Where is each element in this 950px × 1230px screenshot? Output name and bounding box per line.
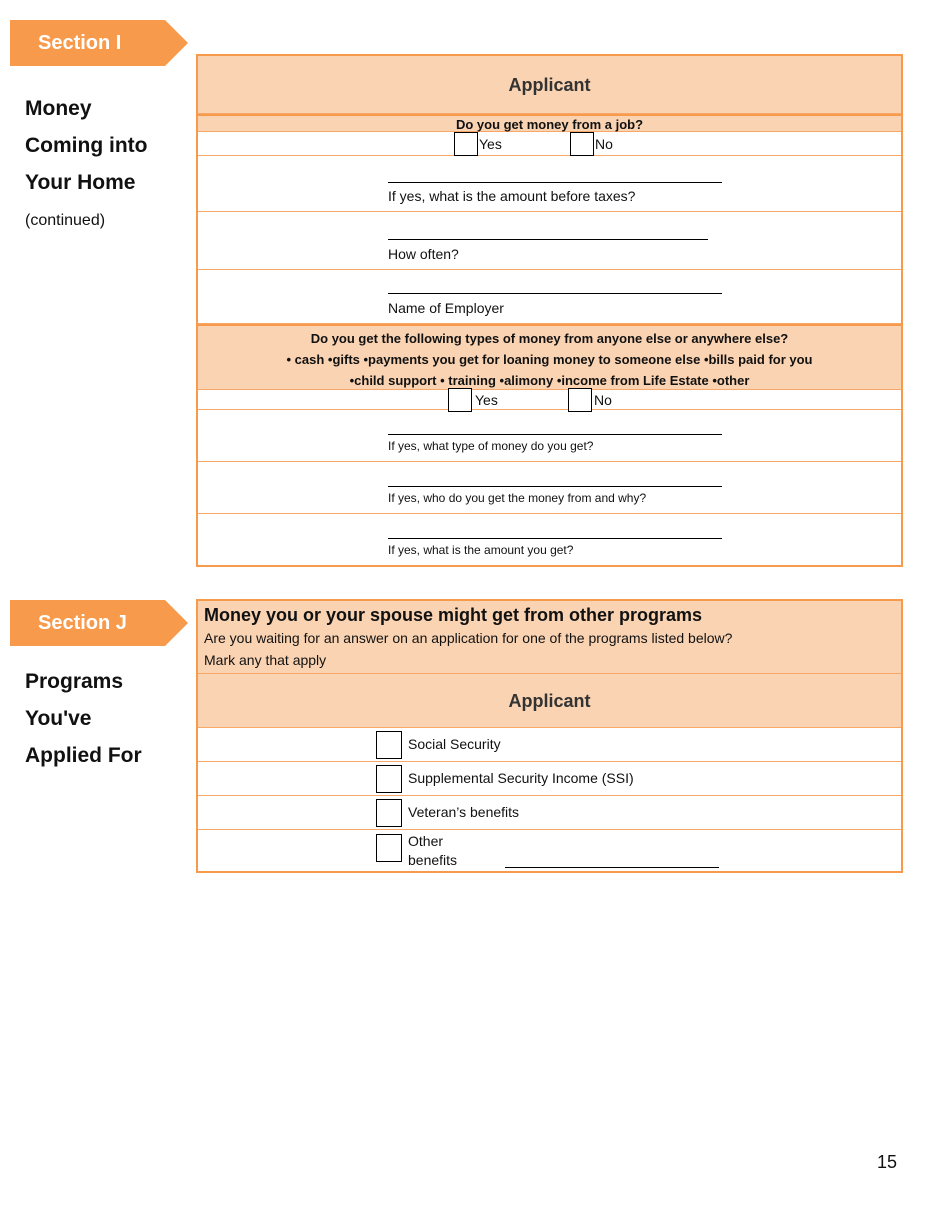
field-label: If yes, who do you get the money from an… — [388, 491, 647, 505]
job-yes-checkbox[interactable] — [454, 132, 478, 156]
job-no-checkbox[interactable] — [570, 132, 594, 156]
job-yes-no-row: Yes No — [198, 132, 901, 156]
checkbox[interactable] — [376, 834, 402, 862]
label-line: Other — [408, 833, 444, 849]
programs-heading: Money you or your spouse might get from … — [204, 605, 703, 625]
continued-note: (continued) — [25, 212, 106, 229]
other-benefits-input[interactable] — [505, 867, 719, 868]
option-other[interactable]: Other benefits — [198, 830, 901, 873]
other-no-checkbox[interactable] — [568, 388, 592, 412]
field-label: Name of Employer — [388, 300, 504, 316]
question-line: •child support • training •alimony •inco… — [349, 373, 750, 388]
other-yes-checkbox[interactable] — [448, 388, 472, 412]
option-ssi[interactable]: Supplemental Security Income (SSI) — [198, 762, 901, 796]
job-question: Do you get money from a job? — [198, 114, 901, 132]
field-label: If yes, what is the amount before taxes? — [388, 188, 636, 204]
other-money-question: Do you get the following types of money … — [198, 324, 901, 390]
checkbox[interactable] — [376, 799, 402, 827]
option-label: Social Security — [408, 736, 501, 752]
label-line: benefits — [408, 852, 458, 868]
money-source-field[interactable]: If yes, who do you get the money from an… — [198, 462, 901, 514]
title-line: Your Home — [25, 171, 136, 194]
yes-label: Yes — [475, 392, 498, 408]
title-line: You've — [25, 707, 92, 730]
amount-field[interactable]: If yes, what is the amount before taxes? — [198, 156, 901, 212]
question-line: Do you get the following types of money … — [310, 331, 789, 346]
other-yes-no-row: Yes No — [198, 388, 901, 412]
programs-header: Money you or your spouse might get from … — [198, 601, 901, 674]
section-j-table: Money you or your spouse might get from … — [196, 599, 903, 873]
field-label: If yes, what type of money do you get? — [388, 439, 594, 453]
no-label: No — [595, 136, 613, 152]
option-label: Supplemental Security Income (SSI) — [408, 770, 634, 786]
field-label: How often? — [388, 246, 459, 262]
question-line: • cash •gifts •payments you get for loan… — [286, 352, 813, 367]
title-line: Money — [25, 97, 92, 120]
option-social-security[interactable]: Social Security — [198, 728, 901, 762]
section-i-table: Applicant Do you get money from a job? Y… — [196, 54, 903, 567]
employer-field[interactable]: Name of Employer — [198, 270, 901, 324]
section-j-title: Programs You've Applied For — [25, 663, 142, 774]
applicant-header: Applicant — [198, 56, 901, 114]
yes-label: Yes — [479, 136, 502, 152]
checkbox[interactable] — [376, 765, 402, 793]
section-j-tab: Section J — [10, 600, 188, 646]
title-line: Coming into — [25, 134, 148, 157]
applicant-header: Applicant — [198, 674, 901, 728]
option-label: Other benefits — [408, 832, 457, 870]
money-type-field[interactable]: If yes, what type of money do you get? — [198, 410, 901, 462]
option-label: Veteran’s benefits — [408, 804, 520, 820]
field-label: If yes, what is the amount you get? — [388, 543, 574, 557]
no-label: No — [594, 392, 612, 408]
title-line: Applied For — [25, 744, 142, 767]
option-veterans[interactable]: Veteran’s benefits — [198, 796, 901, 830]
title-line: Programs — [25, 670, 124, 693]
page-number: 15 — [877, 1152, 898, 1172]
programs-question: Are you waiting for an answer on an appl… — [204, 630, 733, 646]
section-i-title: Money Coming into Your Home — [25, 90, 147, 201]
section-i-tab: Section I — [10, 20, 188, 66]
checkbox[interactable] — [376, 731, 402, 759]
how-often-field[interactable]: How often? — [198, 212, 901, 270]
programs-instruction: Mark any that apply — [204, 652, 327, 668]
money-amount-field[interactable]: If yes, what is the amount you get? — [198, 514, 901, 567]
